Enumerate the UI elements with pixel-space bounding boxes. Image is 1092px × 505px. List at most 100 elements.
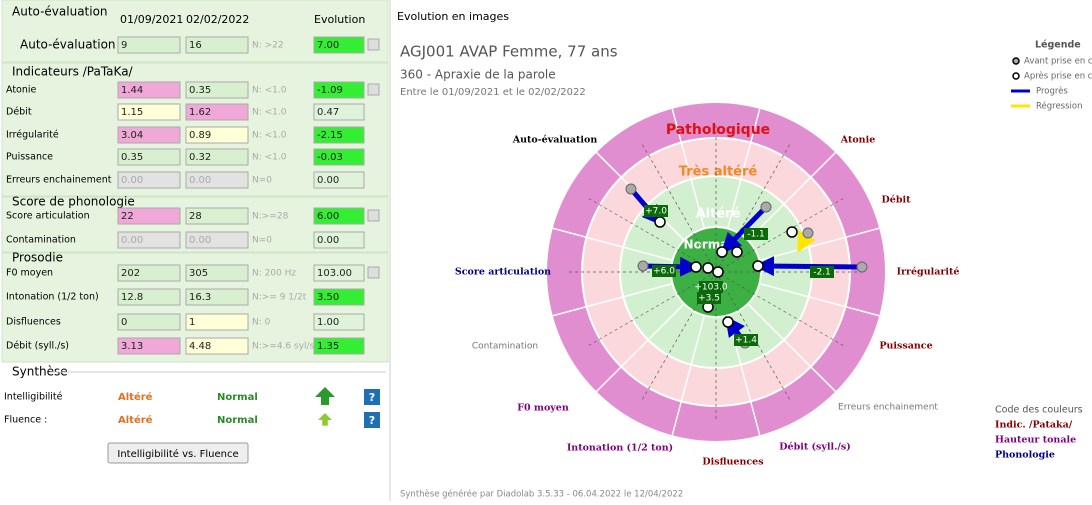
help-text: ? bbox=[369, 391, 375, 404]
synth-label: Intelligibilité bbox=[4, 392, 63, 403]
value-cell bbox=[117, 264, 181, 282]
cell-value: 305 bbox=[189, 268, 208, 279]
norm-text: N: <1.0 bbox=[252, 153, 287, 163]
norm-text: N:>=4.6 syl/s bbox=[252, 342, 315, 352]
details-icon[interactable] bbox=[367, 38, 380, 51]
norm-text: N: 0 bbox=[252, 318, 271, 328]
value-cell bbox=[313, 264, 365, 282]
sector-line bbox=[726, 107, 761, 229]
value-cell bbox=[313, 36, 365, 54]
button-label: Intelligibilité vs. Fluence bbox=[117, 448, 238, 460]
patient: AGJ001 AVAP Femme, 77 ans bbox=[400, 43, 618, 61]
before-point bbox=[760, 201, 772, 213]
help-button[interactable] bbox=[364, 389, 380, 405]
value-cell bbox=[117, 207, 181, 225]
diagnosis: 360 - Apraxie de la parole bbox=[400, 68, 556, 82]
value-cell bbox=[185, 81, 249, 99]
section-title: Prosodie bbox=[12, 251, 63, 265]
synth-label: Fluence : bbox=[4, 415, 47, 426]
value-cell bbox=[313, 148, 365, 166]
details-icon[interactable] bbox=[367, 266, 380, 279]
value-cell bbox=[185, 126, 249, 144]
row-label: Score articulation bbox=[6, 211, 90, 222]
cell-value: 0.32 bbox=[189, 152, 211, 163]
delta-label: +103.0 bbox=[694, 283, 728, 293]
axis-label: Contamination bbox=[472, 342, 538, 352]
cell-value: -1.09 bbox=[317, 85, 343, 96]
value-cell bbox=[185, 207, 249, 225]
cell-value: 16.3 bbox=[189, 292, 211, 303]
section-title: Score de phonologie bbox=[12, 195, 135, 209]
cell-value: 9 bbox=[121, 40, 127, 51]
value-cell bbox=[117, 148, 181, 166]
norm-text: N: >22 bbox=[252, 41, 284, 51]
after-point bbox=[690, 261, 702, 273]
axis-guide bbox=[715, 271, 847, 348]
cell-value: 6.00 bbox=[317, 211, 339, 222]
help-button[interactable] bbox=[364, 412, 380, 428]
footer: Synthèse générée par Diadolab 3.5.33 - 0… bbox=[400, 489, 683, 500]
sector-line bbox=[671, 315, 706, 437]
delta-bg bbox=[652, 265, 676, 277]
button[interactable] bbox=[107, 442, 249, 464]
axis-guide bbox=[585, 271, 717, 348]
cell-value: 1.62 bbox=[189, 107, 211, 118]
axis-label: Score articulation bbox=[455, 267, 551, 278]
legend-label: Après prise en charge bbox=[1024, 71, 1092, 82]
synth-after: Normal bbox=[217, 392, 258, 403]
row-label: Disfluences bbox=[6, 317, 61, 328]
delta-bg bbox=[744, 228, 768, 240]
cell-value: 0.47 bbox=[317, 107, 339, 118]
before-point bbox=[625, 183, 637, 195]
colors-item: Indic. /Pataka/ bbox=[995, 420, 1073, 431]
legend-marker bbox=[1012, 57, 1020, 65]
value-cell bbox=[313, 288, 365, 306]
details-icon[interactable] bbox=[367, 209, 380, 222]
value-cell bbox=[117, 313, 181, 331]
value-cell bbox=[185, 171, 249, 189]
value-cell bbox=[313, 171, 365, 189]
norm-text: N:>=28 bbox=[252, 212, 289, 222]
details-icon[interactable] bbox=[367, 83, 380, 96]
delta-bg bbox=[699, 281, 723, 293]
value-cell bbox=[185, 337, 249, 355]
cell-value: 3.04 bbox=[121, 130, 143, 141]
colors-item: Hauteur tonale bbox=[995, 435, 1076, 446]
row-label: Irrégularité bbox=[6, 130, 59, 141]
value-cell bbox=[185, 231, 249, 249]
column-header: 01/09/2021 bbox=[120, 13, 183, 26]
value-cell bbox=[117, 171, 181, 189]
cell-value: 1.44 bbox=[121, 85, 143, 96]
norm-text: N: <1.0 bbox=[252, 86, 287, 96]
row-label: Contamination bbox=[6, 235, 76, 246]
cell-value: 4.48 bbox=[189, 341, 211, 352]
delta-label: +3.5 bbox=[698, 294, 720, 304]
norm-text: N: 200 Hz bbox=[252, 269, 296, 279]
evolution-arrow bbox=[721, 205, 768, 254]
cell-value: 12.8 bbox=[121, 292, 143, 303]
cell-value: 0.00 bbox=[189, 175, 211, 186]
cell-value: 202 bbox=[121, 268, 140, 279]
legend-label: Régression bbox=[1036, 101, 1083, 112]
sector-line bbox=[759, 282, 881, 317]
colors-item: Phonologie bbox=[995, 450, 1055, 461]
norm-text: N=0 bbox=[252, 176, 272, 186]
sector-line bbox=[551, 227, 673, 262]
synth-before: Altéré bbox=[118, 414, 153, 426]
panel-title: Evolution en images bbox=[397, 10, 509, 23]
after-point bbox=[654, 216, 666, 228]
before-point bbox=[802, 227, 814, 239]
value-cell bbox=[117, 337, 181, 355]
sector-line bbox=[759, 227, 881, 262]
cell-value: -2.15 bbox=[317, 130, 343, 141]
delta-bg bbox=[810, 266, 834, 278]
cell-value: 0.89 bbox=[189, 130, 211, 141]
axis-label: Intonation (1/2 ton) bbox=[567, 443, 673, 454]
axis-label: Disfluences bbox=[702, 457, 763, 468]
cell-value: 103.00 bbox=[317, 268, 352, 279]
row-label: Erreurs enchainement bbox=[6, 175, 112, 186]
cell-value: -0.03 bbox=[317, 152, 343, 163]
norm-text: N:>= 9 1/2t bbox=[252, 293, 307, 303]
axis-label: Atonie bbox=[840, 135, 876, 146]
after-point bbox=[752, 260, 764, 272]
